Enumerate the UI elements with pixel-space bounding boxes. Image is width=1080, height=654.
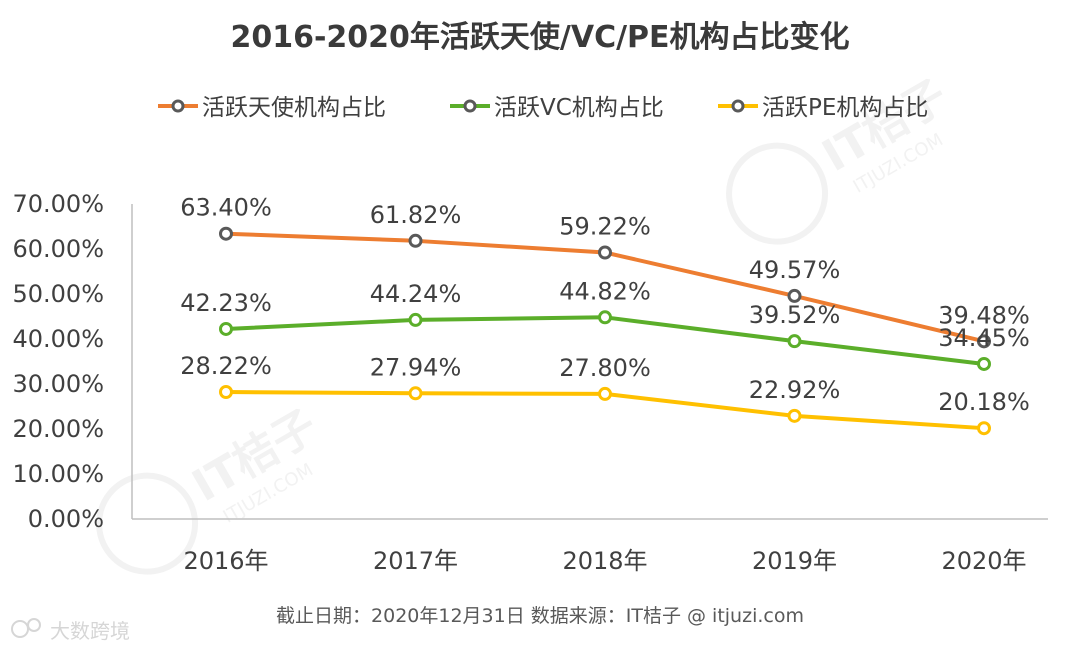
data-point — [787, 288, 802, 303]
y-tick-label: 0.00% — [28, 505, 104, 533]
data-point — [787, 408, 802, 423]
legend-label: 活跃PE机构占比 — [762, 95, 928, 121]
y-tick-label: 40.00% — [12, 325, 104, 353]
legend-label: 活跃天使机构占比 — [202, 95, 386, 121]
legend-label: 活跃VC机构占比 — [494, 95, 664, 121]
corner-watermark: 大数跨境 — [11, 618, 130, 643]
data-label: 27.94% — [370, 353, 462, 381]
y-tick-label: 70.00% — [12, 190, 104, 218]
data-label: 44.24% — [370, 280, 462, 308]
data-point — [598, 310, 612, 325]
watermark-logo-top: IT桔子 ITJUZI.COM — [726, 70, 956, 245]
data-label: 34.45% — [938, 324, 1030, 352]
data-point — [408, 233, 423, 248]
data-label: 49.57% — [749, 256, 841, 284]
y-tick-label: 50.00% — [12, 280, 104, 308]
data-point — [408, 312, 423, 327]
x-tick-label: 2020年 — [941, 547, 1026, 575]
x-axis-ticks: 2016年 2017年 2018年 2019年 2020年 — [183, 547, 1026, 575]
legend-marker — [463, 99, 477, 113]
data-label: 61.82% — [370, 201, 462, 229]
x-tick-label: 2016年 — [183, 547, 268, 575]
x-tick-label: 2019年 — [752, 547, 837, 575]
y-tick-label: 20.00% — [12, 415, 104, 443]
data-point — [598, 245, 612, 260]
data-point — [219, 321, 233, 336]
legend-item: 活跃PE机构占比 — [718, 95, 928, 121]
y-tick-label: 10.00% — [12, 460, 104, 488]
data-point — [219, 226, 233, 241]
data-point — [787, 334, 802, 349]
data-label: 44.82% — [559, 277, 651, 305]
x-tick-label: 2017年 — [373, 547, 458, 575]
y-tick-label: 30.00% — [12, 370, 104, 398]
data-point — [977, 356, 991, 371]
legend: 活跃天使机构占比 活跃VC机构占比 活跃PE机构占比 — [158, 95, 928, 121]
source-note: 截止日期：2020年12月31日 数据来源：IT桔子 @ itjuzi.com — [276, 605, 804, 627]
data-label: 22.92% — [749, 376, 841, 404]
legend-marker — [731, 99, 745, 113]
data-label: 20.18% — [938, 388, 1030, 416]
data-point — [977, 334, 991, 349]
series-group — [219, 226, 991, 436]
data-labels-group: 63.40% 61.82% 59.22% 49.57% 39.48% 42.23% 44.2… — [180, 194, 1030, 416]
chart-title: 2016-2020年活跃天使/VC/PE机构占比变化 — [230, 20, 849, 55]
corner-watermark-icon — [27, 618, 41, 632]
corner-watermark-icon — [11, 620, 29, 638]
data-label: 27.80% — [559, 354, 651, 382]
legend-item: 活跃天使机构占比 — [158, 95, 386, 121]
data-label: 42.23% — [180, 289, 272, 317]
legend-item: 活跃VC机构占比 — [450, 95, 664, 121]
data-label: 28.22% — [180, 352, 272, 380]
data-point — [408, 386, 423, 401]
x-tick-label: 2018年 — [562, 547, 647, 575]
legend-marker — [171, 99, 185, 113]
corner-watermark-text: 大数跨境 — [50, 619, 130, 643]
data-point — [219, 385, 233, 400]
data-label: 39.48% — [938, 301, 1030, 329]
data-label: 39.52% — [749, 301, 841, 329]
data-label: 63.40% — [180, 194, 272, 222]
y-axis-ticks: 0.00% 10.00% 20.00% 30.00% 40.00% 50.00% 60.00… — [12, 190, 104, 533]
y-tick-label: 60.00% — [12, 235, 104, 263]
data-label: 59.22% — [559, 213, 651, 241]
data-point — [977, 421, 991, 436]
data-point — [598, 386, 612, 401]
